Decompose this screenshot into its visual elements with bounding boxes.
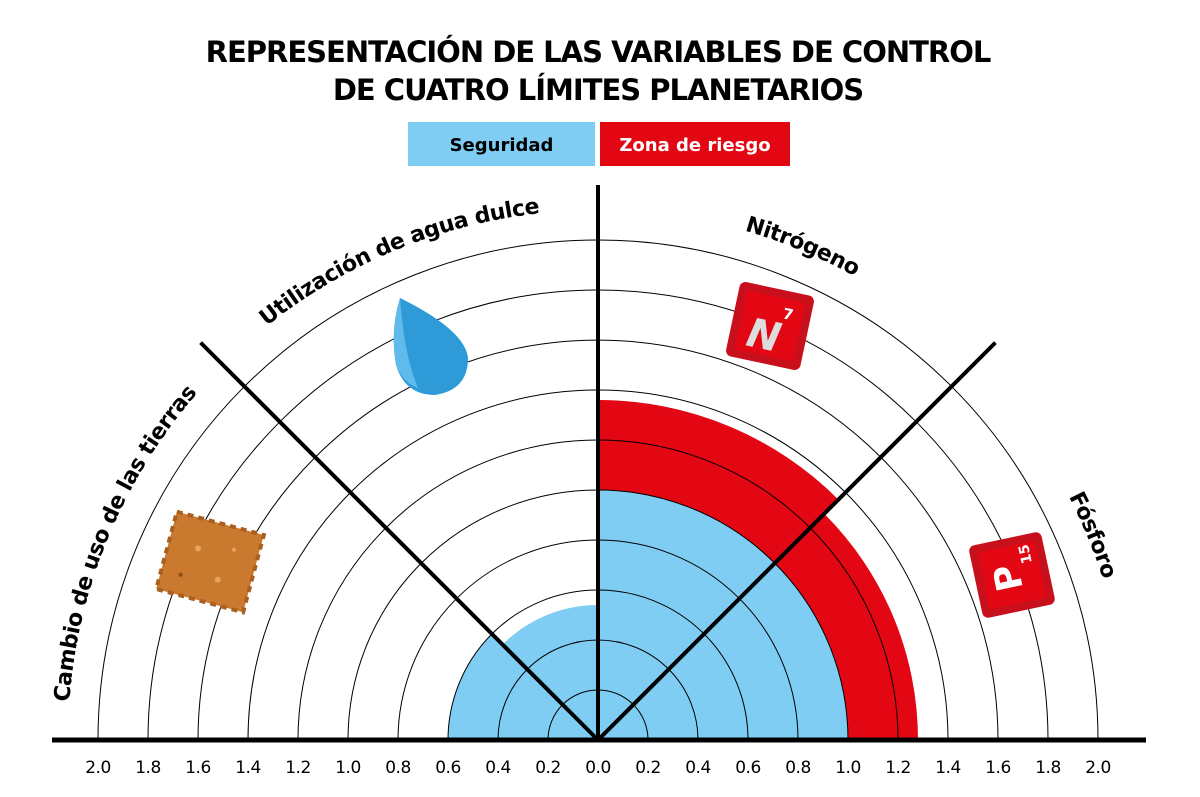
wedge — [598, 490, 775, 740]
x-tick-label: 1.0 — [835, 758, 861, 778]
wedge — [598, 400, 839, 564]
category-label: Fósforo — [1063, 488, 1121, 581]
sector-divider — [199, 341, 600, 742]
wedge — [448, 633, 598, 740]
x-tick-label: 0.4 — [485, 758, 511, 778]
legend-label: Seguridad — [450, 135, 554, 156]
x-tick-label: 0.8 — [785, 758, 811, 778]
legend-swatch — [600, 122, 790, 166]
x-tick-label: 1.2 — [285, 758, 311, 778]
phosphorus-tile: 15 P — [969, 532, 1055, 618]
wedge — [502, 605, 598, 740]
x-tick-label: 1.8 — [1035, 758, 1061, 778]
nitrogen-tile: 7 N — [726, 282, 814, 370]
x-tick-label: 0.2 — [535, 758, 561, 778]
x-tick-label: 1.2 — [885, 758, 911, 778]
x-tick-label: 2.0 — [1085, 758, 1111, 778]
wedge — [774, 513, 918, 740]
category-label-path: Nitrógeno — [743, 212, 865, 281]
x-tick-label: 2.0 — [85, 758, 111, 778]
wedge — [598, 563, 848, 740]
legend-swatch — [408, 122, 595, 166]
axes — [52, 185, 1146, 743]
soil-icon — [153, 509, 267, 615]
x-tick-label: 0.8 — [385, 758, 411, 778]
category-label: Nitrógeno — [743, 212, 864, 281]
x-tick-label: 1.8 — [135, 758, 161, 778]
x-tick-label: 1.0 — [335, 758, 361, 778]
chart-title: DE CUATRO LÍMITES PLANETARIOS — [333, 73, 863, 107]
x-tick-label: 0.6 — [735, 758, 761, 778]
sector-divider — [596, 341, 997, 742]
chart-title: REPRESENTACIÓN DE LAS VARIABLES DE CONTR… — [206, 35, 991, 69]
tile-number: 15 — [1016, 543, 1036, 565]
x-tick-label: 0.0 — [585, 758, 611, 778]
x-tick-label: 1.4 — [235, 758, 261, 778]
x-tick-label: 0.4 — [685, 758, 711, 778]
grid: 0.0 0.2 0.2 0.4 0.4 0.6 0.6 0.8 0.8 1.0 1.0 1.2 1.2 1… — [85, 239, 1111, 778]
water-drop-icon — [393, 298, 468, 395]
x-tick-label: 0.6 — [435, 758, 461, 778]
x-tick-label: 0.2 — [635, 758, 661, 778]
x-tick-label: 1.4 — [935, 758, 961, 778]
legend-label: Zona de riesgo — [619, 135, 770, 156]
wedges — [448, 400, 918, 740]
category-label-path: Fósforo — [1063, 488, 1121, 581]
x-tick-label: 1.6 — [985, 758, 1011, 778]
x-tick-label: 1.6 — [185, 758, 211, 778]
tile-number: 7 — [781, 305, 795, 325]
legend: Seguridad Zona de riesgo — [408, 122, 790, 166]
